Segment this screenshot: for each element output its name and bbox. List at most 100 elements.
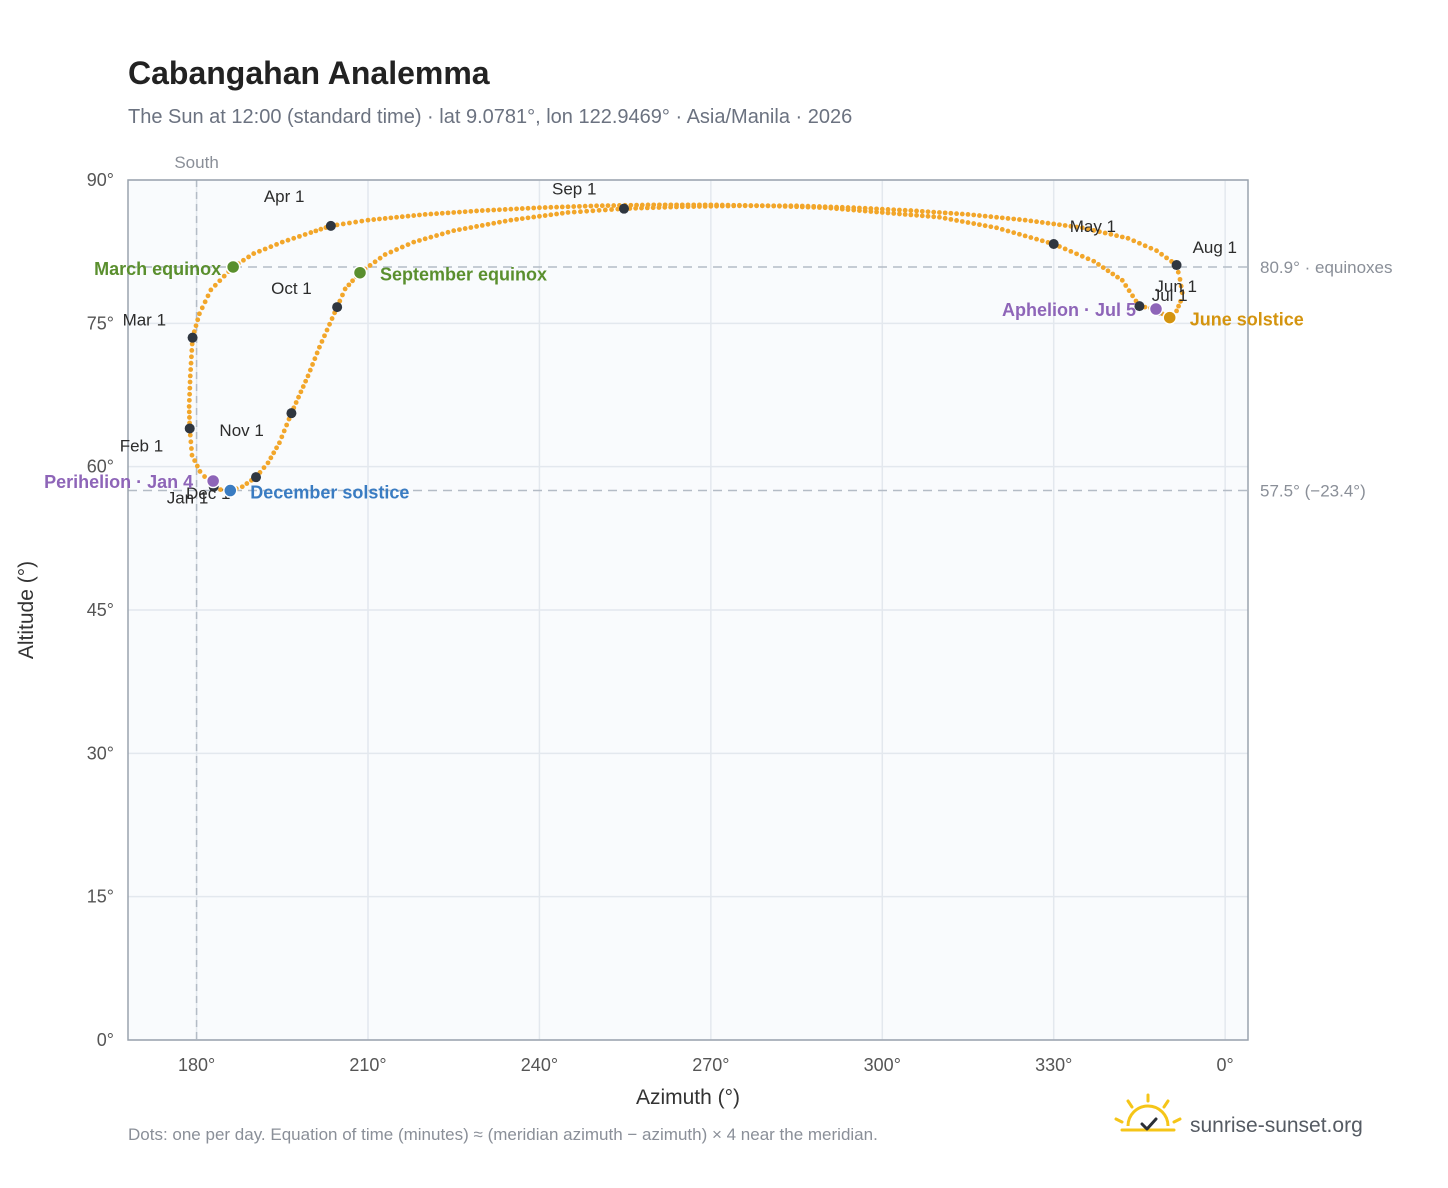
daily-sun-dot (217, 278, 223, 284)
y-tick-label: 60° (87, 457, 114, 477)
daily-sun-dot (965, 212, 971, 217)
daily-sun-dot (1174, 308, 1179, 314)
daily-sun-dot (737, 203, 742, 209)
daily-sun-dot (1045, 220, 1051, 226)
daily-sun-dot (417, 212, 422, 218)
daily-sun-dot (327, 321, 332, 327)
daily-sun-dot (1130, 293, 1135, 299)
daily-sun-dot (542, 205, 548, 210)
daily-sun-dot (999, 227, 1005, 232)
footnote: Dots: one per day. Equation of time (min… (128, 1125, 878, 1144)
daily-sun-dot (988, 224, 994, 230)
daily-sun-dot (271, 450, 277, 456)
daily-sun-dot (187, 415, 192, 420)
daily-sun-dot (537, 213, 542, 219)
month-marker-label: Jan 1 (167, 489, 209, 508)
daily-sun-dot (1039, 220, 1045, 225)
daily-sun-dot (297, 233, 302, 239)
daily-sun-dot (479, 222, 485, 228)
daily-sun-dot (794, 203, 799, 209)
daily-sun-dot (514, 216, 519, 222)
daily-sun-dot (862, 205, 868, 211)
daily-sun-dot (284, 422, 290, 428)
daily-sun-dot (1034, 236, 1039, 242)
daily-sun-dot (874, 206, 879, 212)
daily-sun-dot (1105, 268, 1111, 274)
daily-sun-dot (279, 239, 285, 245)
daily-sun-dot (697, 204, 702, 209)
daily-sun-dot (188, 439, 194, 445)
daily-sun-dot (542, 213, 548, 218)
daily-sun-dot (1110, 271, 1116, 277)
daily-sun-dot (971, 212, 977, 218)
daily-sun-dot (1115, 274, 1120, 280)
daily-sun-dot (189, 348, 195, 353)
daily-sun-dot (1178, 298, 1183, 304)
daily-sun-dot (428, 234, 434, 240)
daily-sun-dot (308, 230, 314, 235)
daily-sun-dot (559, 210, 565, 216)
daily-sun-dot (708, 203, 714, 209)
daily-sun-dot (1079, 253, 1085, 259)
daily-sun-dot (571, 209, 577, 215)
daily-sun-dot (571, 204, 577, 209)
daily-sun-dot (565, 204, 571, 210)
daily-sun-dot (239, 484, 245, 490)
daily-sun-dot (303, 378, 309, 384)
y-tick-label: 15° (87, 887, 114, 907)
daily-sun-dot (485, 207, 491, 213)
daily-sun-dot (1074, 251, 1079, 257)
month-marker (332, 302, 343, 313)
daily-sun-dot (439, 231, 445, 237)
daily-sun-dot (212, 282, 218, 288)
daily-sun-dot (434, 211, 439, 217)
daily-sun-dot (1137, 240, 1142, 246)
month-marker (1171, 260, 1182, 271)
daily-sun-dot (411, 239, 417, 245)
daily-sun-dot (202, 474, 207, 479)
daily-sun-dot (908, 208, 914, 213)
daily-sun-dot (261, 465, 267, 471)
daily-sun-dot (1159, 251, 1164, 257)
daily-sun-dot (548, 204, 554, 210)
daily-sun-dot (394, 247, 399, 252)
daily-sun-dot (925, 209, 931, 215)
brand-name: sunrise-sunset.org (1190, 1114, 1363, 1137)
daily-sun-dot (948, 210, 954, 216)
daily-sun-dot (584, 208, 590, 214)
daily-sun-dot (189, 341, 195, 347)
daily-sun-dot (318, 226, 324, 232)
daily-sun-dot (268, 455, 274, 461)
daily-sun-dot (1131, 238, 1137, 244)
daily-sun-dot (394, 214, 399, 220)
daily-sun-dot (931, 209, 937, 215)
daily-sun-dot (748, 203, 754, 209)
daily-sun-dot (822, 204, 828, 210)
daily-sun-dot (382, 252, 388, 257)
daily-sun-dot (771, 203, 777, 209)
daily-sun-dot (1091, 228, 1097, 233)
daily-sun-dot (1142, 243, 1148, 249)
daily-sun-dot (365, 217, 371, 223)
daily-sun-dot (274, 242, 279, 247)
daily-sun-dot (319, 339, 325, 344)
daily-sun-dot (399, 244, 405, 250)
daily-sun-dot (788, 203, 794, 209)
daily-sun-dot (377, 255, 383, 261)
daily-sun-dot (1154, 248, 1159, 254)
daily-sun-dot (189, 446, 194, 451)
daily-sun-dot (1100, 265, 1106, 270)
daily-sun-dot (605, 203, 611, 209)
daily-sun-dot (1017, 217, 1022, 222)
daily-sun-dot (388, 249, 394, 255)
daily-sun-dot (1178, 283, 1184, 289)
daily-sun-dot (195, 317, 201, 323)
daily-sun-dot (685, 204, 691, 210)
daily-sun-dot (885, 210, 891, 216)
daily-sun-dot (417, 238, 422, 243)
daily-sun-dot (702, 203, 708, 209)
daily-sun-dot (908, 212, 914, 218)
month-marker-label: Feb 1 (120, 436, 163, 455)
daily-sun-dot (577, 203, 582, 209)
